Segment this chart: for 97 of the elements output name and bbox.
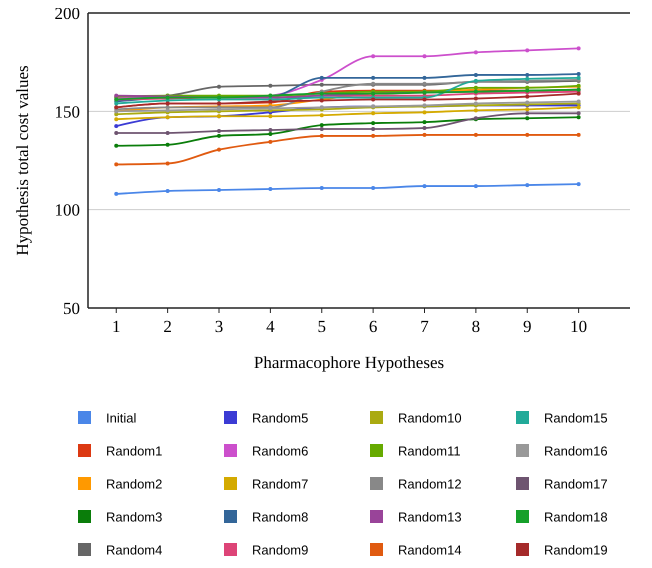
x-tick-label: 5 bbox=[318, 317, 326, 336]
point bbox=[525, 72, 530, 77]
x-tick-label: 6 bbox=[368, 317, 378, 336]
point bbox=[525, 132, 530, 137]
point bbox=[474, 184, 478, 188]
point bbox=[268, 114, 272, 118]
legend-label: Random1 bbox=[106, 444, 162, 459]
point bbox=[268, 132, 272, 136]
point bbox=[371, 127, 376, 132]
point bbox=[474, 132, 478, 137]
point bbox=[371, 134, 376, 138]
x-tick-label: 10 bbox=[570, 317, 588, 336]
point bbox=[474, 96, 478, 101]
point bbox=[166, 130, 170, 135]
point bbox=[474, 50, 478, 54]
legend-label: Random11 bbox=[398, 444, 461, 459]
legend-label: Random2 bbox=[106, 476, 162, 492]
point bbox=[422, 132, 426, 137]
point bbox=[217, 134, 222, 138]
x-tick-label: 3 bbox=[214, 317, 224, 336]
point bbox=[371, 186, 376, 190]
x-tick-label: 9 bbox=[523, 317, 532, 336]
legend-label: Initial bbox=[106, 410, 136, 426]
point bbox=[114, 130, 118, 135]
legend-label: Random15 bbox=[544, 410, 608, 426]
point bbox=[320, 127, 324, 132]
point bbox=[576, 111, 581, 116]
point bbox=[217, 129, 222, 133]
point bbox=[166, 142, 170, 147]
point bbox=[166, 161, 170, 166]
legend-label: Random19 bbox=[544, 542, 608, 558]
point bbox=[525, 183, 530, 188]
point bbox=[320, 82, 324, 87]
point bbox=[114, 192, 118, 196]
point bbox=[371, 121, 376, 126]
point bbox=[217, 188, 222, 192]
legend-label: Random13 bbox=[398, 510, 462, 525]
legend-label: Random9 bbox=[252, 542, 308, 558]
point bbox=[422, 110, 426, 114]
point bbox=[371, 76, 376, 80]
point bbox=[422, 126, 426, 130]
point bbox=[525, 116, 530, 120]
point bbox=[114, 162, 118, 166]
point bbox=[268, 84, 272, 88]
point bbox=[576, 72, 581, 76]
legend-label: Random8 bbox=[252, 510, 308, 525]
x-tick-label: 7 bbox=[420, 317, 430, 336]
x-tick-label: 8 bbox=[472, 317, 480, 336]
legend-label: Random4 bbox=[106, 542, 162, 558]
point bbox=[268, 187, 272, 192]
point bbox=[474, 108, 478, 112]
point bbox=[576, 132, 581, 137]
point bbox=[576, 115, 581, 120]
point bbox=[268, 140, 272, 144]
x-tick-label: 2 bbox=[163, 317, 172, 336]
legend-label: Random6 bbox=[252, 444, 308, 459]
point bbox=[422, 184, 426, 188]
point bbox=[422, 120, 426, 124]
point bbox=[320, 186, 324, 190]
y-tick-label: 200 bbox=[54, 4, 80, 23]
point bbox=[217, 148, 222, 152]
legend-label: Random5 bbox=[252, 410, 308, 426]
point bbox=[320, 113, 324, 118]
point bbox=[525, 107, 530, 112]
legend-label: Random10 bbox=[398, 410, 462, 426]
point bbox=[525, 111, 530, 116]
point bbox=[371, 54, 376, 58]
point bbox=[576, 182, 581, 186]
x-tick-label: 4 bbox=[266, 317, 276, 336]
point bbox=[268, 128, 272, 132]
y-axis-title: Hypothesis total cost values bbox=[13, 65, 32, 256]
point bbox=[114, 117, 118, 122]
legend-label: Random12 bbox=[398, 476, 462, 492]
legend-label: Random14 bbox=[398, 542, 462, 558]
point bbox=[576, 46, 581, 50]
y-tick-label: 150 bbox=[54, 102, 80, 122]
point bbox=[422, 54, 426, 58]
point bbox=[114, 124, 118, 128]
y-tick-label: 50 bbox=[63, 298, 80, 318]
point bbox=[166, 188, 170, 193]
point bbox=[320, 123, 324, 128]
legend-label: Random7 bbox=[252, 476, 308, 492]
point bbox=[217, 84, 222, 89]
legend-label: Random16 bbox=[544, 444, 608, 459]
point bbox=[525, 94, 530, 99]
legend-label: Random18 bbox=[544, 510, 608, 525]
point bbox=[114, 144, 118, 148]
legend-label: Random17 bbox=[544, 476, 608, 492]
point bbox=[320, 134, 324, 138]
y-tick-label: 100 bbox=[54, 200, 80, 220]
point bbox=[422, 76, 426, 80]
point bbox=[371, 111, 376, 116]
x-tick-label: 1 bbox=[112, 317, 121, 336]
point bbox=[525, 48, 530, 52]
x-axis-title: Pharmacophore Hypotheses bbox=[254, 353, 444, 372]
legend-label: Random3 bbox=[106, 510, 162, 525]
point bbox=[474, 72, 478, 77]
